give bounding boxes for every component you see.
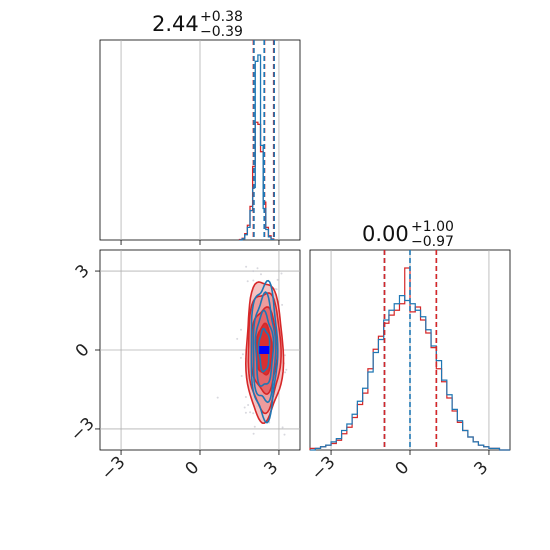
scatter-point [241, 353, 244, 356]
joint-y-tick-label-0: 3 [72, 261, 94, 283]
marginal-panel-1 [99, 39, 301, 245]
scatter-point [252, 279, 255, 282]
scatter-point [240, 328, 242, 331]
marginal-2-blue-histogram [310, 295, 510, 451]
joint-median-marker [259, 346, 270, 354]
scatter-point [252, 412, 255, 415]
marginal-1-blue-histogram [239, 54, 275, 241]
joint-x-tick-label-2: 3 [261, 458, 283, 480]
scatter-point [284, 371, 287, 374]
title-param-2: 0.00 +1.00 −0.97 [362, 219, 454, 250]
scatter-point [283, 433, 286, 436]
scatter-point [239, 356, 242, 359]
scatter-point [280, 272, 283, 275]
blue-contour-level-0 [250, 279, 279, 424]
title-1-value: 2.44 [152, 12, 199, 36]
title-1-minus: −0.39 [200, 24, 243, 40]
marginal-2-x-tick-label-0: −3 [308, 453, 340, 485]
scatter-point [244, 411, 247, 414]
scatter-point [260, 273, 262, 276]
scatter-point [246, 280, 249, 283]
joint-y-tick-label-2: −3 [67, 414, 99, 446]
joint-panel: −3 0 3 3 0 −3 [67, 249, 301, 485]
marginal-2-x-tick-label-2: 3 [471, 458, 493, 480]
scatter-point [236, 337, 239, 340]
scatter-point [247, 404, 250, 406]
blue-contour-level-2 [254, 309, 275, 387]
scatter-point [243, 406, 246, 409]
scatter-point [253, 425, 256, 428]
scatter-point [256, 267, 259, 270]
title-1-plus: +0.38 [200, 9, 243, 25]
scatter-point [244, 396, 247, 398]
scatter-point [252, 270, 255, 273]
scatter-point [276, 278, 279, 281]
marginal-2-x-tick-label-1: 0 [392, 458, 414, 480]
scatter-point [281, 426, 284, 429]
title-2-plus: +1.00 [411, 219, 454, 235]
marginal-panel-2: −3 0 3 [308, 249, 511, 485]
scatter-point [249, 411, 252, 414]
scatter-point [275, 288, 278, 291]
scatter-point [245, 265, 248, 268]
scatter-point [252, 432, 255, 435]
blue-contour-level-1 [252, 291, 277, 404]
scatter-point [285, 368, 288, 371]
scatter-point [283, 354, 286, 357]
scatter-point [216, 396, 219, 399]
blue-contour-level-3 [257, 327, 271, 373]
joint-x-tick-label-1: 0 [182, 458, 204, 480]
joint-x-tick-label-0: −3 [98, 453, 130, 485]
scatter-point [281, 303, 284, 306]
title-2-minus: −0.97 [411, 234, 454, 250]
title-2-value: 0.00 [362, 222, 409, 246]
joint-y-tick-label-1: 0 [72, 340, 94, 362]
title-param-1: 2.44 +0.38 −0.39 [152, 9, 243, 40]
scatter-point [240, 375, 243, 377]
